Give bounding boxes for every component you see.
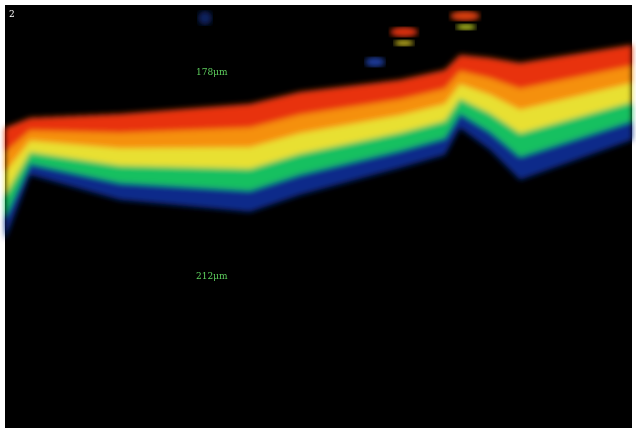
depth-label: 178μm xyxy=(196,68,228,78)
panel-label: 2 xyxy=(9,10,15,20)
oct-image: 2 178μm 212μm xyxy=(0,0,636,432)
depth-label: 212μm xyxy=(196,272,228,282)
page: 2 178μm 212μm (() => { const data = JSON… xyxy=(0,0,636,432)
